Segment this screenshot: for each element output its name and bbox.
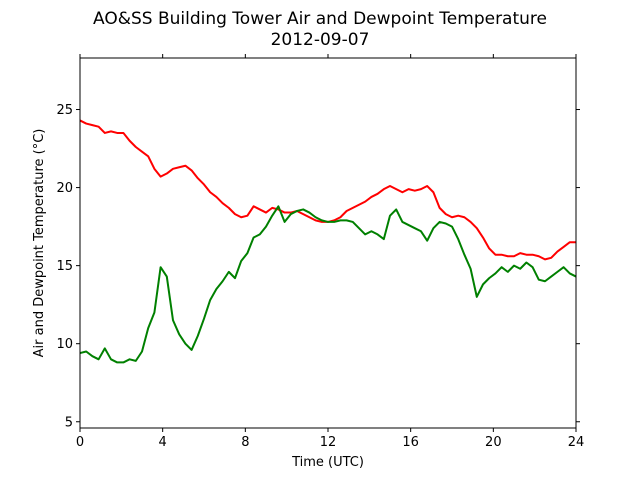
series-layer: [79, 119, 577, 364]
series-line-1: [79, 205, 577, 364]
x-axis-label: Time (UTC): [291, 455, 364, 470]
x-tick-label: 4: [159, 435, 167, 450]
tick-layer: 0 4 8 12 16 20 24 5 10 15 20 25: [56, 54, 584, 450]
y-tick-label: 5: [65, 415, 73, 430]
x-tick-label: 8: [241, 435, 249, 450]
series-line-0: [79, 119, 576, 261]
x-tick-label: 12: [320, 435, 337, 450]
chart-subtitle: 2012-09-07: [271, 30, 370, 50]
y-tick-label: 25: [56, 103, 73, 118]
x-tick-label: 0: [76, 435, 84, 450]
y-tick-label: 20: [56, 181, 73, 196]
y-tick-label: 10: [56, 337, 73, 352]
plot-frame: [79, 57, 577, 429]
x-tick-label: 20: [485, 435, 502, 450]
x-tick-label: 24: [568, 435, 585, 450]
chart-title: AO&SS Building Tower Air and Dewpoint Te…: [93, 9, 547, 29]
y-axis-label: Air and Dewpoint Temperature (°C): [32, 129, 47, 358]
x-tick-label: 16: [402, 435, 419, 450]
y-tick-label: 15: [56, 259, 73, 274]
